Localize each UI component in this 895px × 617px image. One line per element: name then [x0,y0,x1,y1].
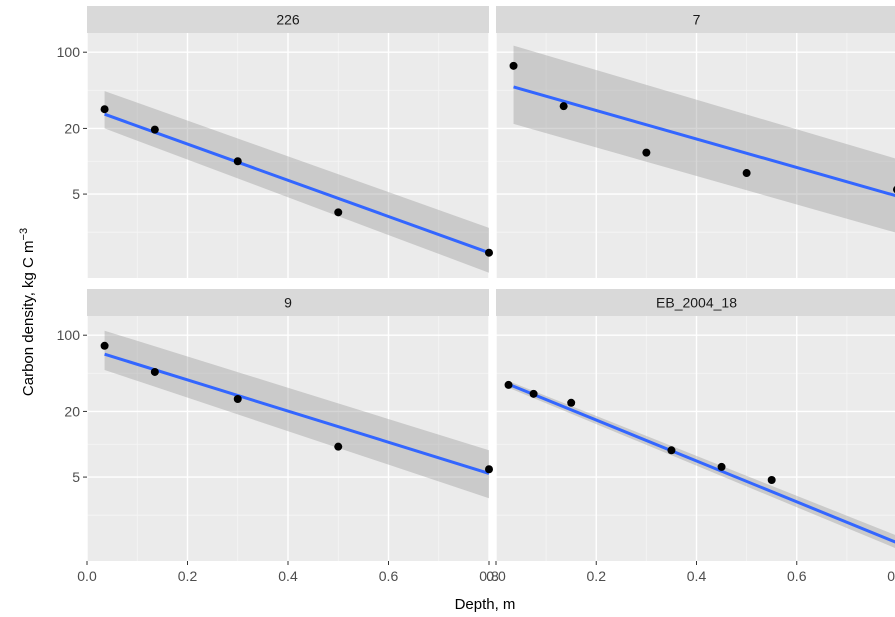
data-point [567,398,576,407]
data-point [717,462,726,471]
data-point [100,105,109,114]
facet-strip-label: EB_2004_18 [656,295,737,311]
data-point [529,389,538,398]
facet-panel-3: 9 [86,289,493,561]
data-point [150,367,159,376]
data-point [233,395,242,404]
data-point [559,102,568,111]
x-tick-label: 0.8 [887,568,895,584]
regression-line [507,382,895,544]
facet-strip [87,289,489,316]
panels-layer: 226 7 9 EB_2004_18 [86,6,895,561]
data-point [485,465,493,474]
data-point [150,125,159,134]
y-tick-label: 20 [64,403,80,419]
x-tick-label: 0.0 [486,568,506,584]
data-point [667,446,676,455]
x-axis: 0.00.20.40.60.80.00.20.40.60.8 [77,561,895,584]
data-point [334,442,343,451]
data-point [509,61,518,70]
data-point [504,380,513,389]
x-axis-title: Depth, m [455,596,516,613]
data-point [742,169,751,178]
y-tick-label: 100 [57,327,81,343]
regression-line [104,112,490,255]
confidence-ribbon [513,45,895,233]
facet-strip [496,289,895,316]
y-axis-title-superscript: −3 [18,228,30,241]
x-tick-label: 0.8 [479,568,499,584]
facet-panel-1: 226 [86,6,493,278]
regression-line [513,85,895,198]
y-axis-title-main: Carbon density, kg C m [20,240,37,396]
facet-strip [496,6,895,33]
facet-strip-label: 226 [276,12,300,28]
panel-background [496,33,895,278]
regression-line [104,352,490,475]
facet-strip-label: 9 [284,295,292,311]
x-tick-label: 0.6 [787,568,807,584]
data-point [767,476,776,485]
panel-background [496,316,895,561]
y-tick-label: 5 [72,186,80,202]
y-tick-label: 100 [57,44,81,60]
facet-strip [87,6,489,33]
y-axis-title: Carbon density, kg C m−3 [18,228,37,396]
data-point [642,148,651,157]
data-point [485,248,493,257]
x-tick-label: 0.0 [77,568,97,584]
facet-panel-2: 7 [495,6,895,278]
data-point [334,208,343,217]
data-point [233,157,242,166]
facet-panel-4: EB_2004_18 [495,289,895,561]
y-tick-label: 20 [64,120,80,136]
data-point [100,341,109,350]
x-tick-label: 0.6 [379,568,399,584]
x-tick-label: 0.2 [587,568,607,584]
x-tick-label: 0.4 [278,568,298,584]
y-tick-label: 5 [72,469,80,485]
x-tick-label: 0.4 [687,568,707,584]
facet-strip-label: 7 [693,12,701,28]
y-axis: 5 20 100 5 20 100 [57,44,87,485]
x-tick-label: 0.2 [178,568,198,584]
